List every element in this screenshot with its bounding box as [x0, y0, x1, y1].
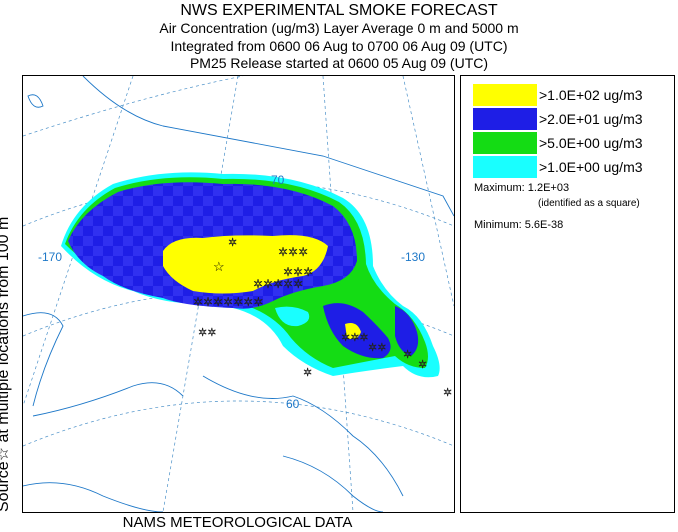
map-canvas: ✶✶✶✶✶✶✶ ✶✶✶✶✶ ✶✶✶ ✶✶✶ ✶✶ ✶✶✶ ✶✶ ✶ ✶ ✶ ✶ … — [23, 76, 454, 512]
concentration-subtitle: Air Concentration (ug/m3) Layer Average … — [159, 20, 519, 36]
max-star: ☆ — [213, 259, 225, 274]
legend-label: >1.0E+00 ug/m3 — [539, 159, 643, 175]
legend-maximum: Maximum: 1.2E+03 — [474, 182, 570, 194]
smoke-plume — [61, 172, 440, 378]
lon-label-e: -130 — [401, 250, 425, 264]
lat-label-s: 60 — [286, 397, 300, 411]
coastlines — [23, 76, 454, 512]
source-star: ✶✶ — [198, 327, 216, 339]
legend-item: >2.0E+01 ug/m3 — [473, 108, 673, 130]
source-star: ✶✶ — [368, 342, 386, 354]
legend-label: >2.0E+01 ug/m3 — [539, 111, 643, 127]
source-star: ✶✶✶ — [341, 332, 369, 344]
source-star: ✶✶✶✶✶ — [253, 277, 303, 291]
source-star: ✶ — [403, 349, 412, 361]
source-star: ✶ — [418, 359, 427, 371]
legend-swatch-yellow — [473, 84, 537, 106]
source-star: ✶ — [443, 387, 452, 399]
lat-label-n: 70 — [271, 173, 285, 187]
source-side-text: Source☆ at multiple locations from 100 m — [0, 217, 12, 512]
lon-label-w: -170 — [38, 250, 62, 264]
plume-blue-e — [395, 306, 419, 356]
source-star: ✶ — [228, 237, 237, 249]
legend-panel: >1.0E+02 ug/m3 >2.0E+01 ug/m3 >5.0E+00 u… — [460, 75, 675, 513]
plume-yellow — [163, 235, 328, 294]
source-star: ✶ — [303, 367, 312, 379]
grid-labels: -170 -130 70 60 — [38, 173, 425, 411]
legend-swatch-blue — [473, 108, 537, 130]
smoke-map[interactable]: ✶✶✶✶✶✶✶ ✶✶✶✶✶ ✶✶✶ ✶✶✶ ✶✶ ✶✶✶ ✶✶ ✶ ✶ ✶ ✶ … — [22, 75, 455, 513]
legend-item: >1.0E+02 ug/m3 — [473, 84, 673, 106]
source-star: ✶✶✶ — [283, 265, 313, 279]
legend-label: >1.0E+02 ug/m3 — [539, 87, 643, 103]
fire-sources: ✶✶✶✶✶✶✶ ✶✶✶✶✶ ✶✶✶ ✶✶✶ ✶✶ ✶✶✶ ✶✶ ✶ ✶ ✶ ✶ … — [193, 237, 453, 400]
legend-max-note: (identified as a square) — [538, 198, 640, 209]
forecast-title: NWS EXPERIMENTAL SMOKE FORECAST — [180, 2, 498, 19]
legend-minimum: Minimum: 5.6E-38 — [474, 219, 564, 231]
met-data-footer: NAMS METEOROLOGICAL DATA — [122, 514, 353, 531]
integration-period: Integrated from 0600 06 Aug to 0700 06 A… — [170, 38, 508, 54]
legend-item: >1.0E+00 ug/m3 — [473, 156, 673, 178]
legend-label: >5.0E+00 ug/m3 — [539, 135, 643, 151]
source-star: ✶✶✶ — [278, 245, 308, 259]
plume-yellow-se — [345, 323, 361, 340]
legend-swatch-green — [473, 132, 537, 154]
legend-swatch-cyan — [473, 156, 537, 178]
plume-cyan-patch — [275, 306, 310, 327]
legend-item: >5.0E+00 ug/m3 — [473, 132, 673, 154]
source-star: ✶✶✶✶✶✶✶ — [193, 295, 263, 309]
release-info: PM25 Release started at 0600 05 Aug 09 (… — [189, 55, 489, 71]
